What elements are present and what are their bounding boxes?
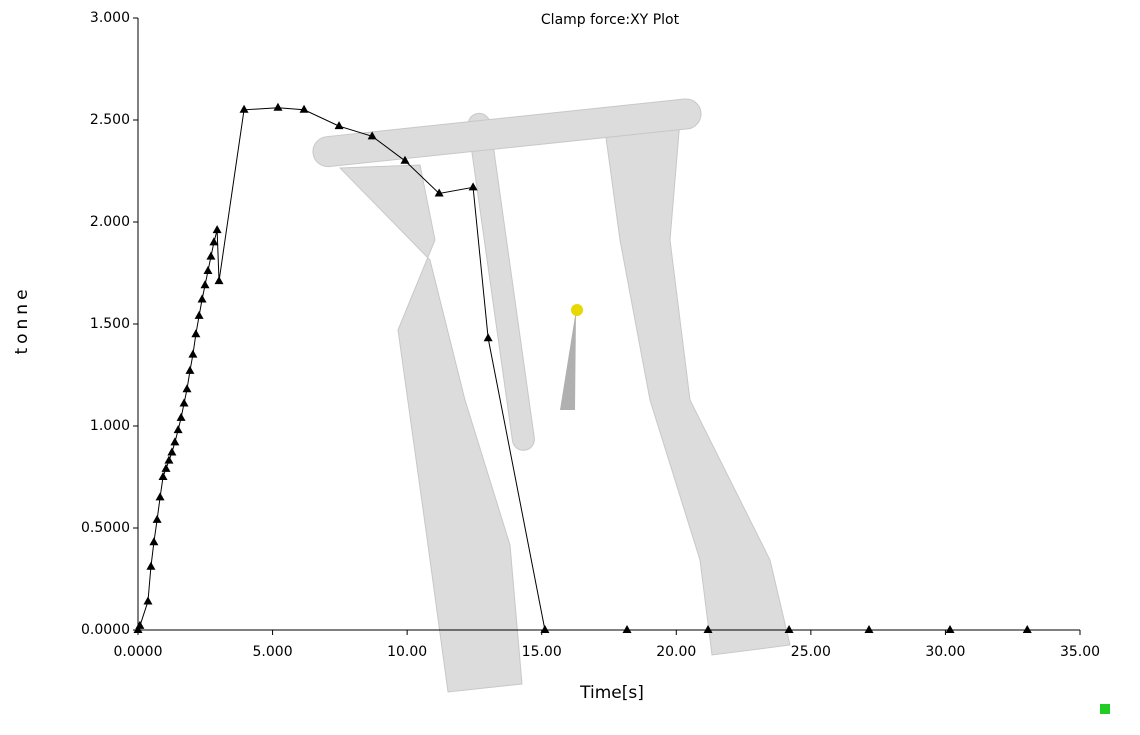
point-marker [156,492,165,500]
y-tick-label: 0.5000 [81,520,130,536]
cone [560,310,576,410]
x-tick-label: 30.00 [925,644,965,660]
chart-title: Clamp force:XY Plot [541,12,680,28]
y-tick-label: 3.000 [90,10,130,26]
point-marker [195,311,204,319]
point-marker [159,472,168,480]
x-axis-label: Time[s] [579,683,644,703]
x-tick-label: 0.0000 [114,644,163,660]
x-tick-label: 20.00 [656,644,696,660]
y-axis-label: tonne [12,285,32,354]
point-marker [167,448,176,456]
point-marker [153,515,162,523]
x-tick-label: 10.00 [387,644,427,660]
point-marker [170,437,179,445]
point-marker [203,266,212,274]
point-marker [215,276,224,284]
point-marker [540,625,549,633]
point-marker [300,105,309,113]
point-marker [180,399,189,407]
y-tick-label: 2.500 [90,112,130,128]
point-marker [191,329,200,337]
point-marker [161,464,170,472]
point-marker [198,295,207,303]
point-marker [149,537,158,545]
x-tick-label: 25.00 [791,644,831,660]
model-render [311,97,1110,714]
point-marker [188,350,197,358]
series-line [138,108,1027,630]
triad [1100,704,1110,714]
point-marker [135,621,144,629]
y-tick-label: 1.500 [90,316,130,332]
x-tick-label: 35.00 [1060,644,1100,660]
y-tick-label: 2.000 [90,214,130,230]
point-marker [484,333,493,341]
y-tick-label: 1.000 [90,418,130,434]
point-marker [146,562,155,570]
point-marker [177,413,186,421]
point-marker [164,456,173,464]
point-marker [623,625,632,633]
x-tick-label: 5.000 [253,644,293,660]
point-marker [946,625,955,633]
point-marker [864,625,873,633]
marker-dot [571,304,583,316]
point-marker [174,425,183,433]
point-marker [201,280,210,288]
point-marker [182,384,191,392]
x-tick-label: 15.00 [522,644,562,660]
point-marker [273,103,282,111]
point-marker [206,252,215,260]
chart: Clamp force:XY Plot Time[s] tonne 0.0000… [0,0,1140,735]
point-marker [143,596,152,604]
point-marker [213,225,222,233]
strip-right [605,120,790,655]
point-marker [1023,625,1032,633]
point-marker [185,366,194,374]
rod [467,112,536,452]
point-marker [240,105,249,113]
y-tick-label: 0.0000 [81,622,130,638]
